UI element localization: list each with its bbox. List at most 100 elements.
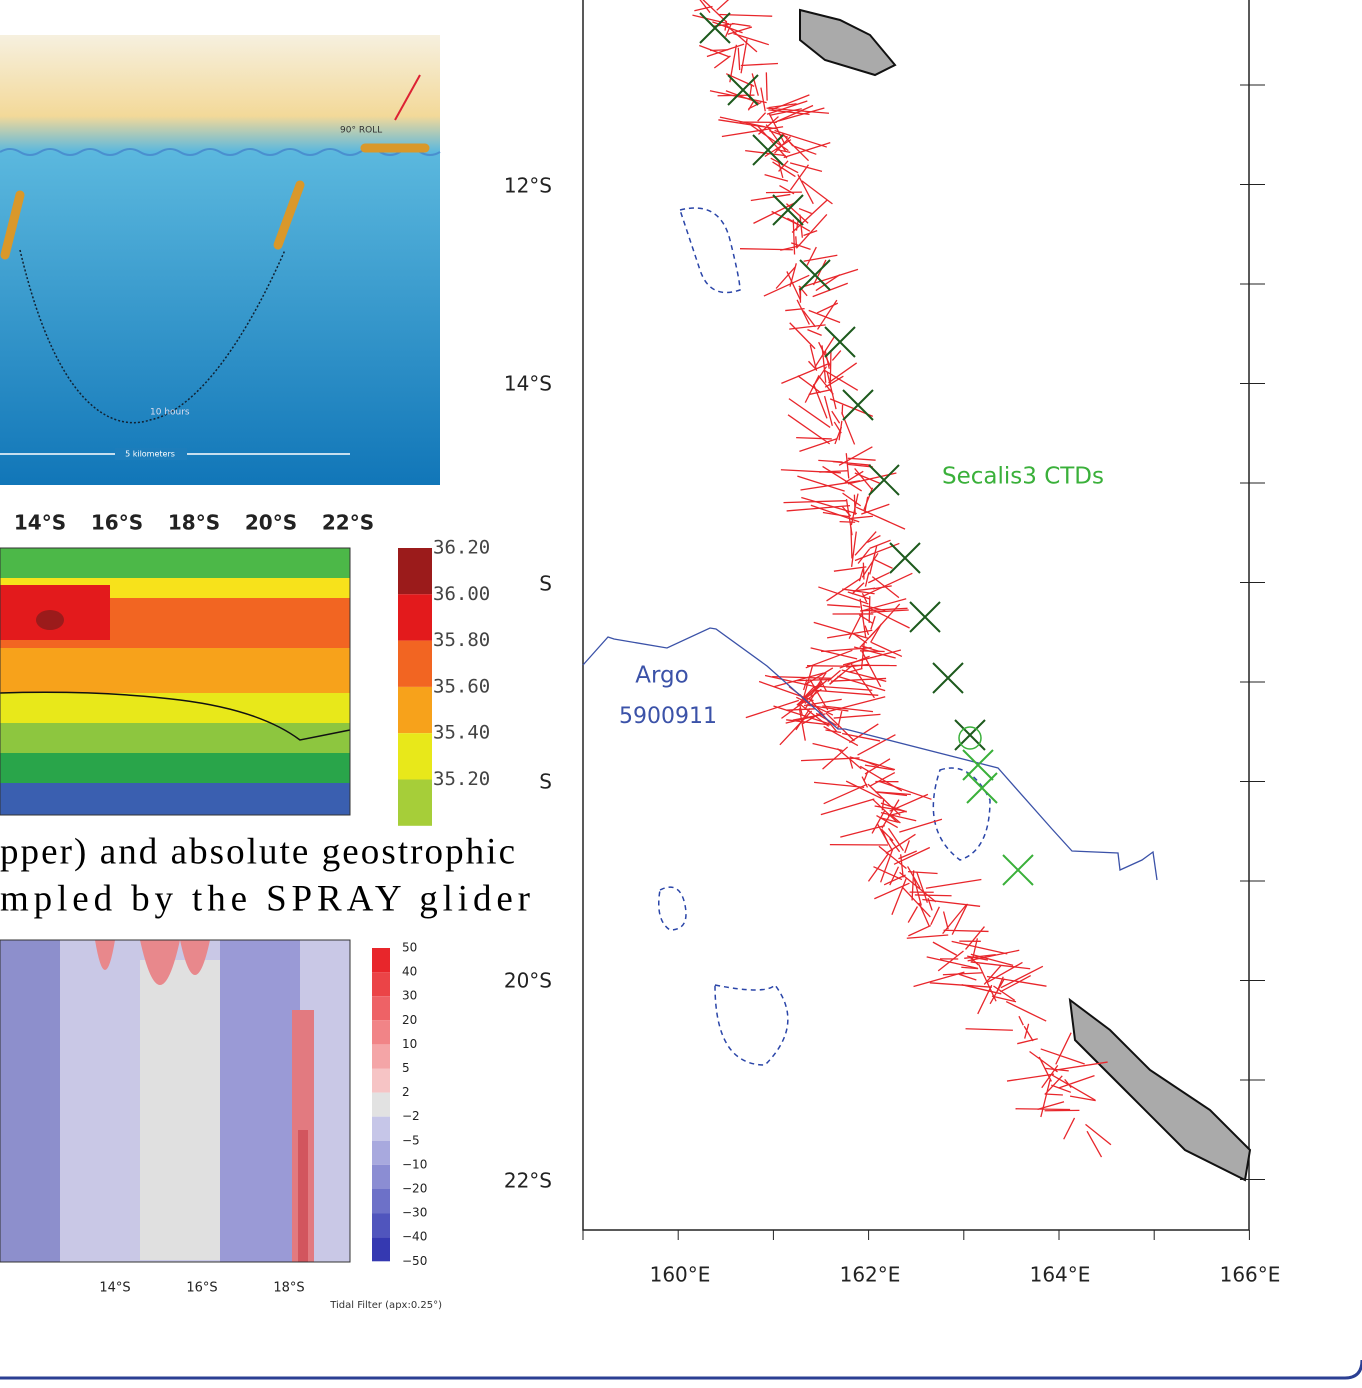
- velocity-arrow: [807, 666, 853, 667]
- velocity-arrow: [710, 50, 728, 51]
- velocity-arrow: [959, 974, 976, 980]
- field: [0, 940, 60, 1262]
- velocity-arrow: [690, 0, 710, 13]
- axis-label: 16°S: [186, 1281, 217, 1296]
- island: [800, 10, 895, 75]
- velocity-arrow: [850, 757, 895, 770]
- colorbar-label: −20: [402, 1182, 427, 1196]
- velocity-arrow: [907, 935, 948, 938]
- colorbar-box: [372, 1165, 390, 1189]
- colorbar-label: 50: [402, 941, 417, 955]
- velocity-arrow: [908, 926, 930, 936]
- ctd-marker: [843, 390, 873, 420]
- velocity-arrow: [870, 540, 891, 548]
- velocity-arrow: [1056, 1033, 1071, 1065]
- velocity-arrow: [834, 422, 841, 433]
- velocity-arrow: [832, 351, 840, 361]
- band: [0, 753, 350, 783]
- ctd-marker: [800, 260, 830, 290]
- velocity-arrow: [1019, 1016, 1023, 1025]
- velocity-arrow: [894, 848, 930, 865]
- argo-label: 5900911: [619, 704, 717, 729]
- colorbar-box: [398, 641, 432, 687]
- colorbar-label: 20: [402, 1013, 417, 1027]
- band: [0, 548, 350, 578]
- colorbar-label: −10: [402, 1157, 427, 1171]
- velocity-arrow: [1041, 1080, 1050, 1117]
- colorbar-label: 40: [402, 965, 417, 979]
- velocity-arrow: [761, 88, 765, 112]
- velocity-arrow: [926, 880, 981, 889]
- velocity-arrow: [860, 766, 902, 791]
- velocity-arrow: [899, 819, 942, 832]
- colorbar-label: −50: [402, 1254, 427, 1268]
- velocity-arrow: [905, 840, 910, 852]
- velocity-arrow: [840, 522, 856, 523]
- colorbar-box: [398, 733, 432, 779]
- colorbar-box: [372, 1189, 390, 1213]
- velocity-arrow: [789, 399, 830, 428]
- velocity-arrow: [952, 941, 1008, 954]
- velocity-arrow: [979, 964, 996, 1001]
- velocity-arrow: [908, 872, 938, 874]
- velocity-arrow: [1006, 1002, 1046, 1021]
- y-tick-label: 20°S: [504, 969, 552, 993]
- velocity-arrow: [710, 91, 767, 103]
- y-tick-label: 14°S: [504, 372, 552, 396]
- field: [220, 940, 300, 1262]
- ctd-marker: [933, 663, 963, 693]
- velocity-arrow: [1064, 1118, 1075, 1139]
- velocity-arrow: [864, 488, 873, 510]
- y-tick-label: S: [539, 770, 552, 794]
- field: [298, 1130, 308, 1262]
- velocity-arrow: [784, 143, 831, 158]
- velocity-arrow: [741, 39, 747, 74]
- band: [36, 610, 64, 630]
- x-tick-label: 164°E: [1030, 1263, 1091, 1287]
- velocity-arrow: [732, 24, 751, 27]
- colorbar-box: [372, 1141, 390, 1165]
- velocity-arrow: [815, 690, 879, 695]
- duration-label: 10 hours: [150, 408, 190, 418]
- axis-label: 18°S: [273, 1281, 304, 1296]
- axis-label: 14°S: [99, 1281, 130, 1296]
- velocity-arrow: [834, 567, 866, 571]
- velocity-arrow: [1025, 1024, 1029, 1039]
- y-tick-label: S: [539, 572, 552, 596]
- velocity-arrow: [846, 453, 848, 478]
- band: [0, 783, 350, 815]
- map: Secalis3 CTDs Argo 5900911 12°S14°SSS20°…: [504, 0, 1281, 1287]
- colorbar-label: 36.00: [433, 583, 490, 605]
- colorbar-label: 30: [402, 989, 417, 1003]
- distance-label: 5 kilometers: [125, 450, 175, 459]
- colorbar-box: [372, 1117, 390, 1141]
- velocity-arrow: [1054, 1062, 1108, 1070]
- velocity-arrow: [852, 532, 857, 567]
- velocity-arrow: [825, 376, 843, 387]
- colorbar-box: [372, 1093, 390, 1117]
- caption-line: mpled by the SPRAY glider: [0, 878, 530, 919]
- velocity-arrow: [807, 247, 816, 265]
- colorbar-box: [372, 1044, 390, 1068]
- velocity-arrow: [717, 0, 729, 10]
- velocity-arrow: [797, 300, 809, 325]
- velocity-arrow: [802, 181, 832, 204]
- velocity-arrow: [699, 46, 729, 57]
- velocity-arrow: [908, 907, 917, 923]
- colorbar-box: [372, 1213, 390, 1237]
- velocity-arrow: [714, 56, 730, 68]
- velocity-arrow: [1017, 1039, 1037, 1044]
- colorbar-box: [372, 972, 390, 996]
- colorbar-label: 35.80: [433, 629, 490, 651]
- velocity-arrow: [825, 396, 833, 426]
- colorbar-box: [398, 780, 432, 826]
- velocity-arrow: [771, 158, 798, 173]
- velocity-arrow: [855, 532, 876, 556]
- velocity-arrow: [695, 0, 726, 22]
- velocity-arrow: [846, 781, 882, 798]
- colorbar-box: [398, 687, 432, 733]
- velocity-arrow: [746, 700, 799, 717]
- y-tick-label: 12°S: [504, 174, 552, 198]
- velocity-arrow: [793, 219, 794, 254]
